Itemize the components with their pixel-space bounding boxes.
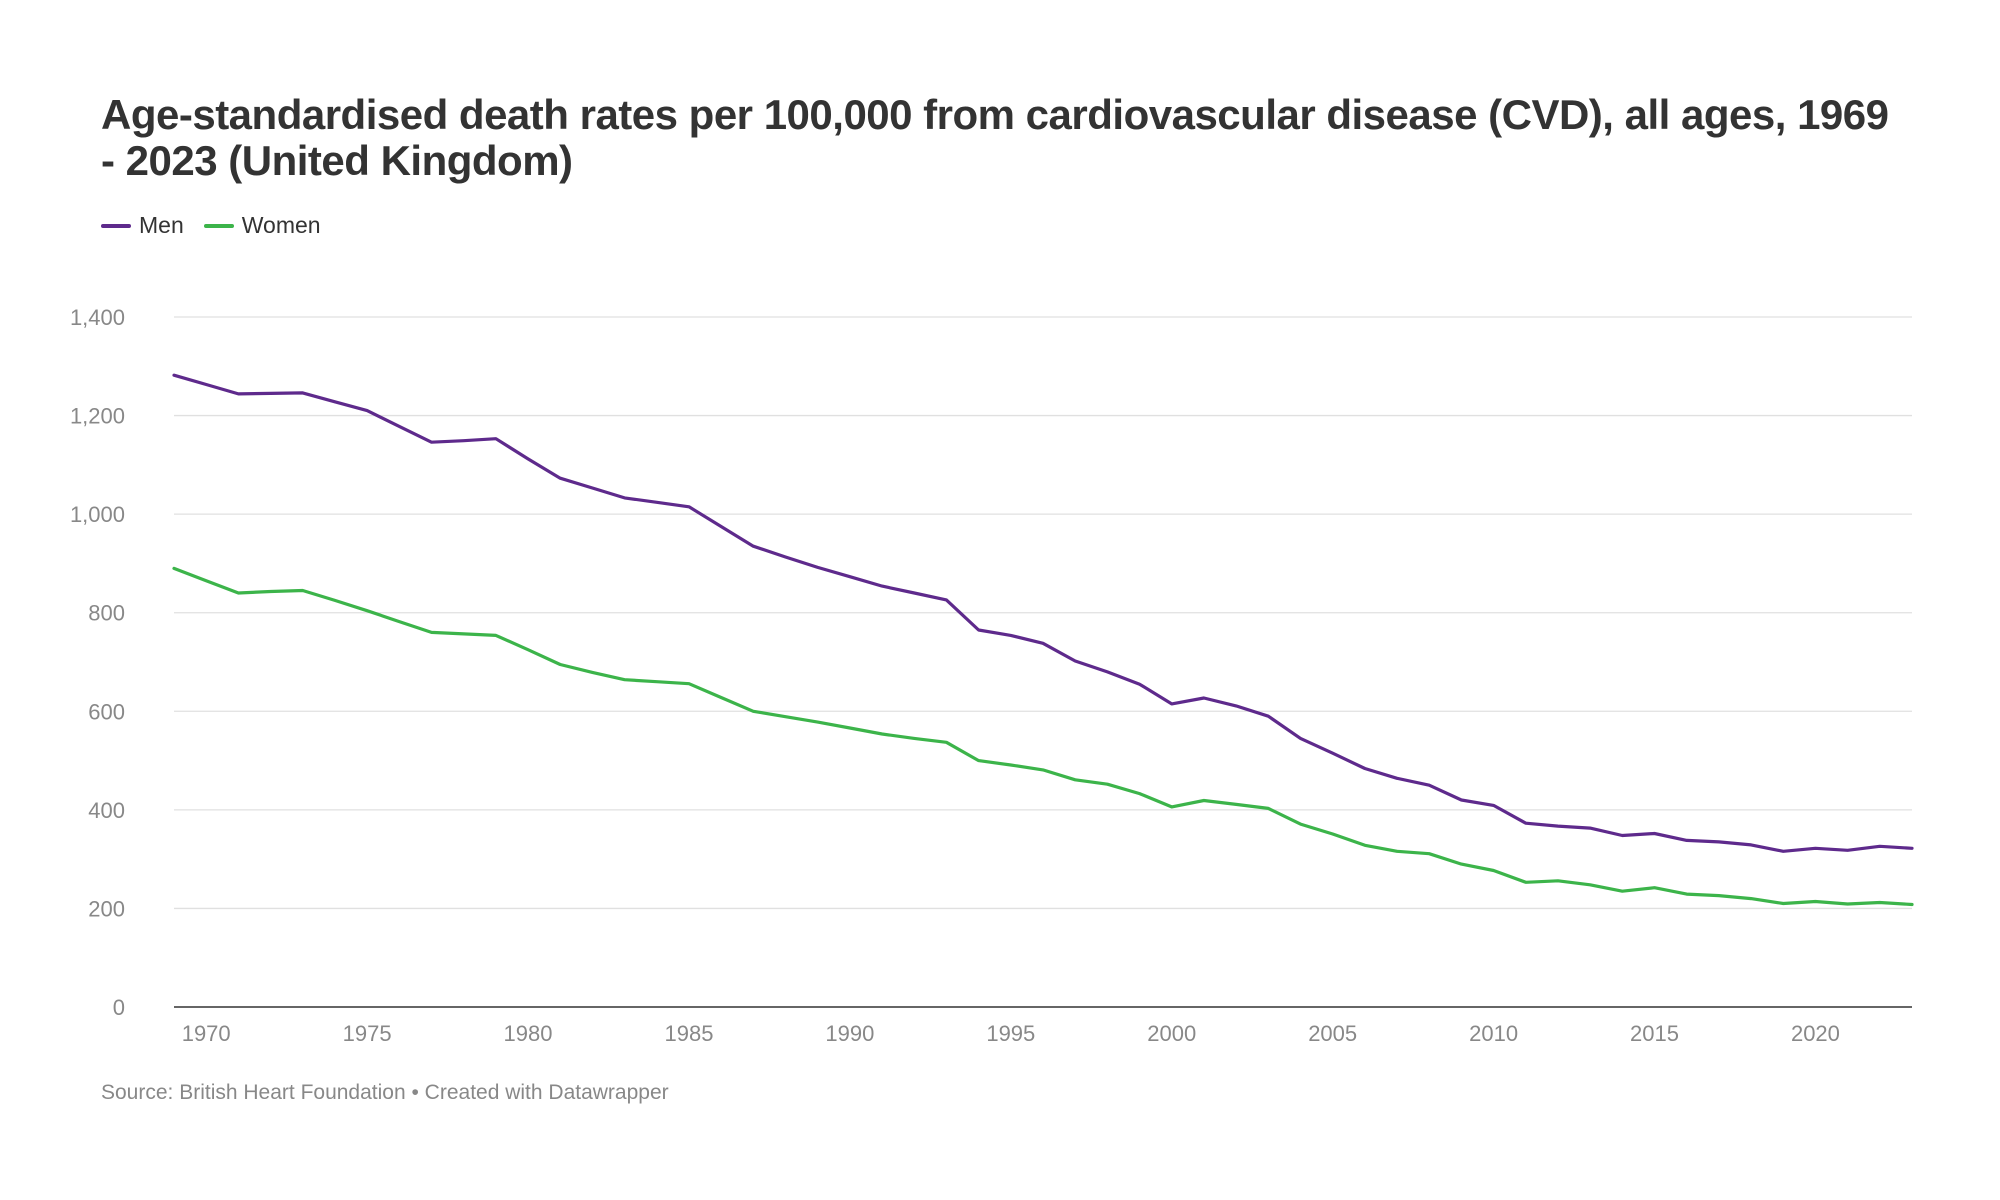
x-tick-label: 2000	[1147, 1021, 1196, 1046]
legend-swatch-women	[203, 223, 234, 228]
x-tick-label: 2005	[1308, 1021, 1357, 1046]
y-tick-label: 1,000	[70, 502, 125, 527]
x-tick-label: 2010	[1469, 1021, 1518, 1046]
x-tick-label: 1975	[343, 1021, 392, 1046]
y-axis: 0 200 400 600 800 1,000 1,200 1,400	[70, 305, 1912, 1020]
gridlines	[174, 316, 1912, 910]
legend-swatch-men	[101, 223, 131, 228]
legend-item-women: Women	[203, 212, 321, 239]
x-tick-label: 2020	[1791, 1021, 1840, 1046]
y-tick-label: 800	[88, 601, 125, 626]
x-tick-label: 1980	[504, 1021, 553, 1046]
legend-item-men: Men	[101, 212, 184, 239]
y-tick-label: 1,400	[70, 305, 125, 330]
y-tick-label: 0	[113, 995, 125, 1020]
legend-label-women: Women	[241, 212, 321, 238]
chart-title: Age-standardised death rates per 100,000…	[101, 91, 1889, 184]
legend-label-men: Men	[139, 212, 184, 238]
series-line-women	[172, 566, 1914, 907]
y-tick-label: 1,200	[70, 404, 125, 429]
x-tick-label: 1990	[825, 1021, 874, 1046]
x-tick-label: 1985	[664, 1021, 713, 1046]
y-tick-label: 600	[88, 699, 125, 724]
y-tick-label: 200	[88, 896, 125, 921]
y-tick-label: 400	[88, 798, 125, 823]
legend: Men Women	[101, 212, 341, 239]
x-axis: 1970 1975 1980 1985 1990 1995 2000 2005 2010 2015…	[182, 1021, 1840, 1046]
x-tick-label: 1995	[986, 1021, 1035, 1046]
x-tick-label: 1970	[182, 1021, 231, 1046]
series-line-men	[172, 373, 1914, 853]
series-lines	[172, 373, 1914, 907]
source-note: Source: British Heart Foundation • Creat…	[101, 1081, 669, 1104]
x-tick-label: 2015	[1630, 1021, 1679, 1046]
